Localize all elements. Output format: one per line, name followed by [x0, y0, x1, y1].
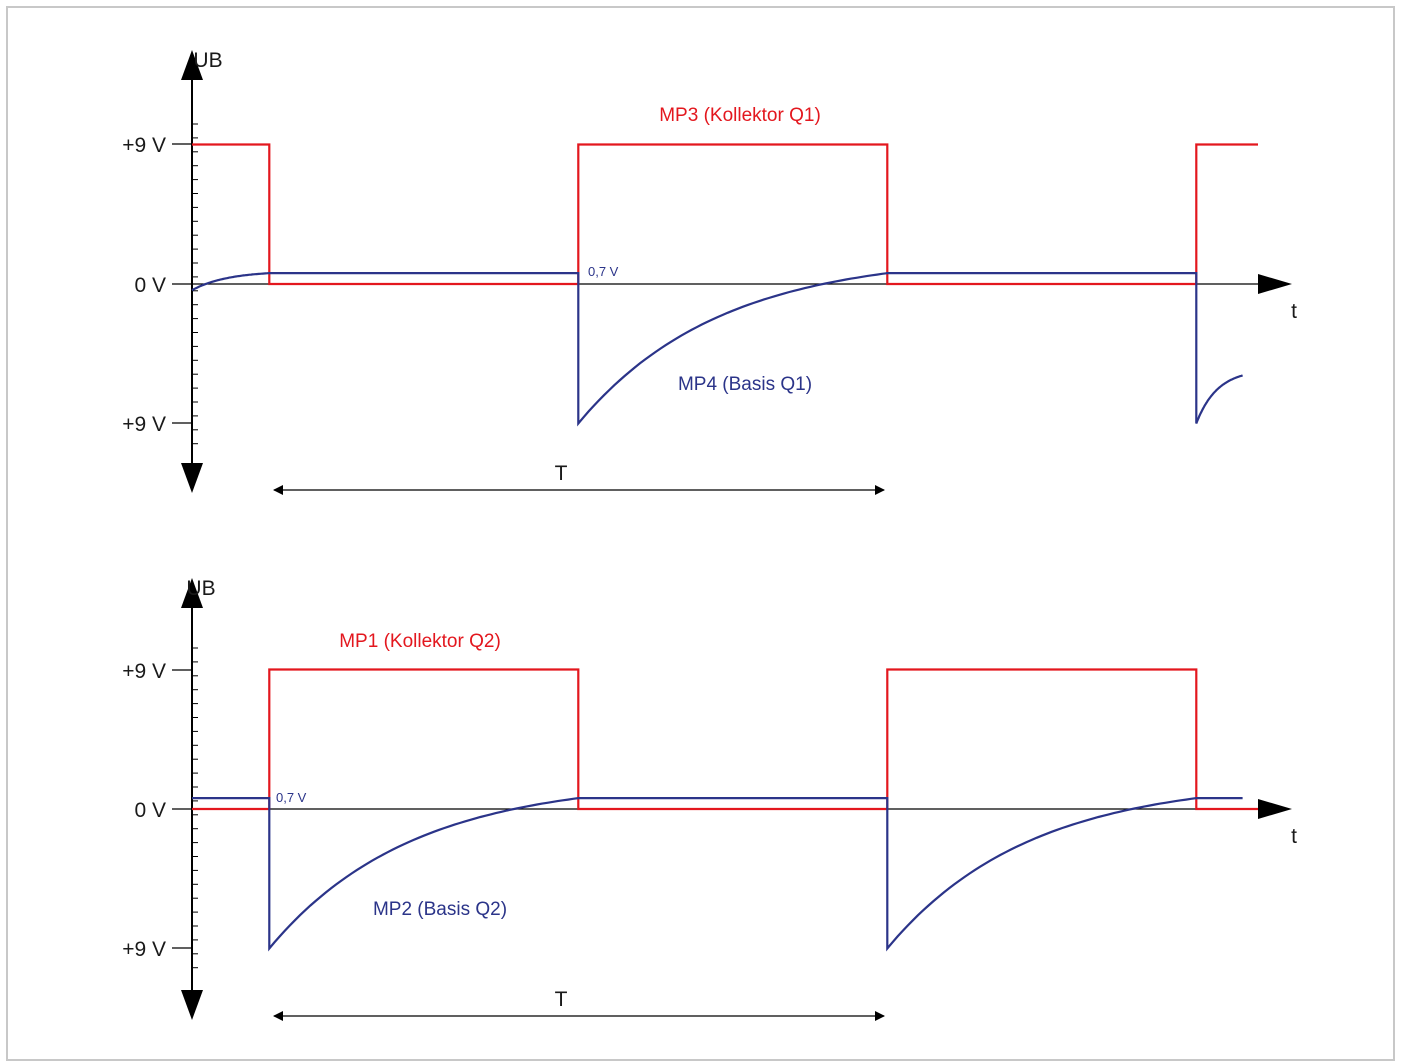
- y-axis-arrow-up-2: [181, 578, 203, 608]
- y-axis-arrow-up-1: [181, 50, 203, 80]
- tick-label-neg9-1: +9 V: [122, 413, 166, 436]
- tick-label-zero-2: 0 V: [134, 799, 166, 822]
- panel-1: UB +9 V 0 V +9 V t MP3 (Kollektor Q1) MP…: [122, 49, 1297, 495]
- series-line-mp1: [192, 668, 1258, 811]
- series-line-mp2: [192, 797, 1243, 952]
- y-axis-arrow-down-1: [181, 463, 203, 493]
- series-line-mp3: [192, 143, 1258, 286]
- annotation-0-7v-1: 0,7 V: [588, 264, 619, 279]
- x-axis-arrow-2: [1258, 799, 1292, 819]
- series-label-mp2: MP2 (Basis Q2): [373, 899, 507, 920]
- series-line-mp4: [191, 272, 1243, 427]
- tick-label-zero-1: 0 V: [134, 274, 166, 297]
- period-label-1: T: [555, 462, 568, 485]
- y-axis-label-2: UB: [186, 577, 215, 600]
- series-label-mp3: MP3 (Kollektor Q1): [659, 105, 821, 126]
- tick-label-pos9-1: +9 V: [122, 134, 166, 157]
- annotation-0-7v-2: 0,7 V: [276, 790, 307, 805]
- tick-label-pos9-2: +9 V: [122, 660, 166, 683]
- period-label-2: T: [555, 988, 568, 1011]
- x-axis-label-1: t: [1291, 300, 1297, 323]
- tick-label-neg9-2: +9 V: [122, 938, 166, 961]
- x-axis-arrow-1: [1258, 274, 1292, 294]
- minor-ticks-2: [192, 647, 198, 969]
- series-label-mp4: MP4 (Basis Q1): [678, 374, 812, 395]
- y-axis-arrow-down-2: [181, 990, 203, 1020]
- x-axis-label-2: t: [1291, 825, 1297, 848]
- panel-2: UB +9 V 0 V +9 V t MP1 (Kollektor Q2) MP…: [122, 577, 1297, 1021]
- minor-ticks-1: [192, 123, 198, 445]
- y-axis-label-1: UB: [193, 49, 222, 72]
- series-label-mp1: MP1 (Kollektor Q2): [339, 631, 501, 652]
